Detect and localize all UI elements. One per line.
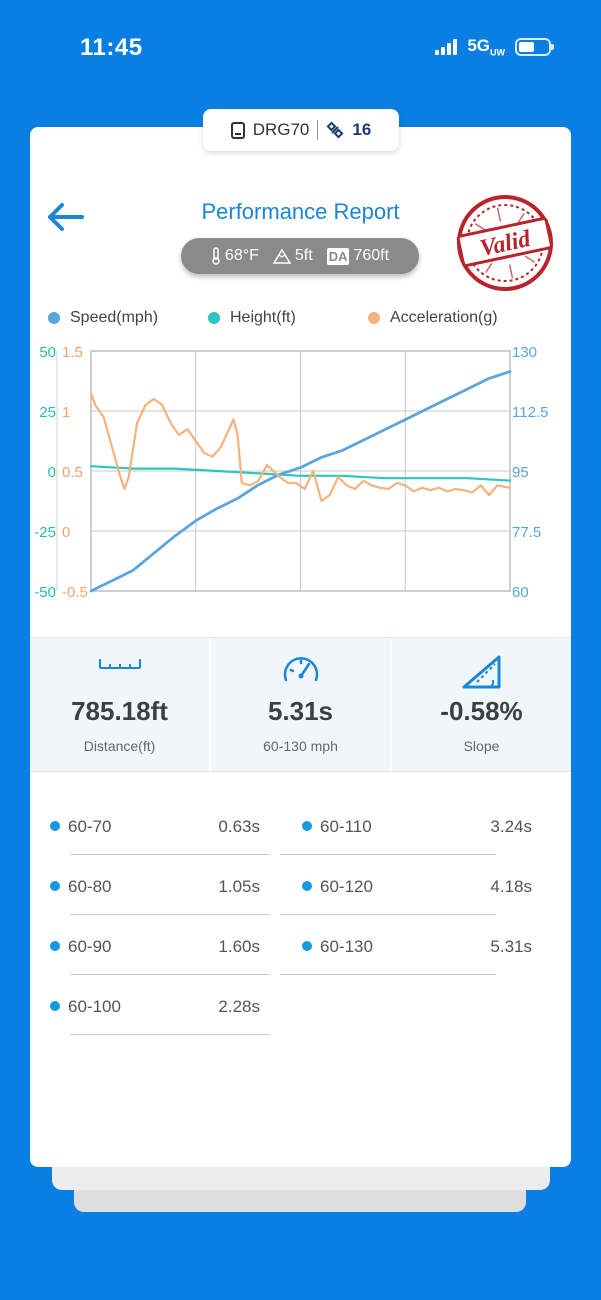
legend-height-dot (208, 312, 220, 324)
stat-slope: -0.58% Slope (392, 638, 571, 771)
valid-stamp: Valid (456, 195, 553, 291)
speed-tick-label: 77.5 (512, 524, 541, 541)
stat-time-value: 5.31s (267, 696, 334, 726)
status-time: 11:45 (80, 34, 143, 61)
acceleration-tick-label: 0.5 (62, 464, 83, 481)
speed-tick-label: 95 (512, 464, 529, 481)
temperature-item: 68°F (211, 247, 259, 265)
device-name: DRG70 (252, 120, 310, 139)
legend-acceleration[interactable]: Acceleration(g) (368, 309, 498, 327)
acceleration-series-line (89, 391, 512, 503)
conditions-pill: 68°F 5ft DA 760ft (181, 238, 419, 274)
speed-tick-label: 130 (512, 344, 537, 361)
network-label: 5GUW (467, 36, 505, 58)
density-altitude-item: DA 760ft (326, 247, 390, 265)
split-bullet (50, 821, 60, 831)
legend-speed-dot (48, 312, 60, 324)
satellite-count: 16 (352, 120, 372, 139)
stat-slope-label: Slope (463, 738, 500, 754)
stats-panel: 785.18ft Distance(ft) 5.31s 60-130 mph (30, 637, 571, 772)
stat-time: 5.31s 60-130 mph (211, 638, 392, 771)
height-tick-label: 50 (39, 344, 56, 361)
speed-series-line (89, 370, 512, 593)
stat-slope-value: -0.58% (440, 696, 523, 726)
speed-tick-label: 60 (512, 584, 529, 601)
thermometer-icon (212, 247, 220, 265)
signal-icon (435, 38, 458, 55)
height-tick-label: -25 (34, 524, 56, 541)
acceleration-tick-label: -0.5 (62, 584, 88, 601)
slope-icon (462, 655, 500, 689)
altitude-item: 5ft (272, 247, 313, 265)
split-60-110: 60-110 3.24s (280, 797, 532, 855)
split-60-130: 60-130 5.31s (280, 917, 532, 975)
split-bullet (50, 881, 60, 891)
stat-distance: 785.18ft Distance(ft) (30, 638, 211, 771)
pill-divider (317, 120, 319, 140)
back-arrow-icon[interactable] (46, 202, 86, 232)
report-card: Performance Report 68°F 5ft DA 760ft (30, 127, 571, 1167)
acceleration-tick-label: 1 (62, 404, 70, 421)
split-bullet (302, 881, 312, 891)
split-bullet (50, 1001, 60, 1011)
legend-speed[interactable]: Speed(mph) (48, 309, 158, 327)
speedometer-icon (283, 657, 318, 682)
device-icon (230, 121, 245, 139)
battery-icon (515, 37, 554, 56)
da-badge: DA (326, 247, 350, 265)
split-60-90: 60-90 1.60s (30, 917, 270, 975)
legend-height[interactable]: Height(ft) (208, 309, 296, 327)
height-tick-label: -50 (34, 584, 56, 601)
satellite-icon (326, 121, 344, 139)
chart-legend: Speed(mph) Height(ft) Acceleration(g) (48, 307, 568, 331)
stat-time-label: 60-130 mph (263, 738, 338, 754)
split-60-100: 60-100 2.28s (30, 977, 270, 1035)
height-tick-label: 25 (39, 404, 56, 421)
page-title: Performance Report (201, 199, 400, 224)
device-pill[interactable]: DRG70 16 (203, 109, 399, 151)
ruler-icon (98, 659, 141, 669)
mountain-icon (272, 248, 291, 264)
split-60-70: 60-70 0.63s (30, 797, 270, 855)
acceleration-tick-label: 0 (62, 524, 70, 541)
split-60-120: 60-120 4.18s (280, 857, 532, 915)
split-bullet (302, 821, 312, 831)
legend-acceleration-dot (368, 312, 380, 324)
performance-chart: 50 25 0 -25 -50 1.5 1 0.5 0 -0.5 130 112.5 95 77.5 60 (34, 344, 548, 601)
acceleration-tick-label: 1.5 (62, 344, 83, 361)
stat-distance-value: 785.18ft (71, 696, 168, 726)
split-bullet (302, 941, 312, 951)
height-series-line (89, 465, 512, 482)
stat-distance-label: Distance(ft) (83, 738, 156, 754)
status-bar: 11:45 5GUW (0, 0, 601, 100)
split-bullet (50, 941, 60, 951)
speed-tick-label: 112.5 (512, 404, 548, 421)
split-60-80: 60-80 1.05s (30, 857, 270, 915)
status-indicators: 5GUW (435, 36, 554, 58)
height-tick-label: 0 (48, 464, 56, 481)
